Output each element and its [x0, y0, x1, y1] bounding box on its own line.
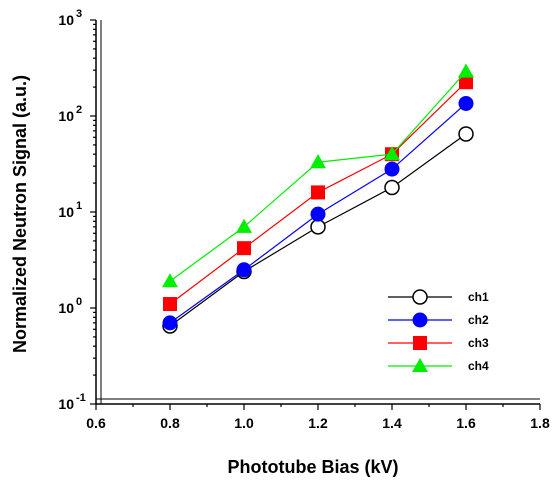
legend-label: ch4 [468, 359, 489, 373]
x-axis-title: Phototube Bias (kV) [227, 457, 398, 477]
data-point-ch2 [458, 95, 474, 111]
x-tick-label: 1.8 [530, 415, 550, 431]
data-point-ch2 [162, 315, 178, 331]
y-tick-exponent: -1 [76, 392, 86, 404]
y-tick-label: 10 [58, 300, 74, 316]
x-tick-label: 1.4 [382, 415, 402, 431]
x-tick-label: 0.8 [160, 415, 180, 431]
data-point-ch3 [311, 185, 325, 200]
x-tick-label: 1.6 [456, 415, 476, 431]
legend-item-ch4: ch4 [388, 357, 489, 373]
y-axis-title: Normalized Neutron Signal (a.u.) [10, 75, 30, 353]
y-tick-label: 10 [58, 12, 74, 28]
data-point-ch4 [162, 273, 178, 288]
legend-label: ch2 [468, 313, 489, 327]
legend-item-ch3: ch3 [388, 336, 489, 350]
legend-item-ch2: ch2 [388, 312, 489, 328]
x-tick-label: 1.0 [234, 415, 254, 431]
y-tick-exponent: 1 [76, 200, 82, 212]
data-point-ch4 [458, 63, 474, 78]
y-tick-exponent: 3 [76, 8, 82, 20]
legend-marker [413, 336, 427, 350]
series-line-ch4 [169, 71, 467, 282]
data-point-ch4 [310, 154, 326, 169]
series-ch4 [162, 63, 474, 288]
legend-label: ch1 [468, 290, 489, 304]
data-point-ch2 [384, 161, 400, 177]
y-tick-exponent: 2 [76, 104, 82, 116]
x-tick-label: 0.6 [86, 415, 106, 431]
series-layer [162, 63, 474, 334]
y-tick-label: 10 [58, 396, 74, 412]
data-point-ch1 [384, 179, 400, 196]
data-point-ch2 [236, 262, 252, 278]
data-point-ch2 [310, 206, 326, 222]
series-ch3 [163, 75, 473, 312]
data-point-ch4 [384, 146, 400, 161]
legend-marker [412, 357, 428, 373]
legend-item-ch1: ch1 [388, 289, 489, 305]
data-point-ch1 [310, 219, 326, 235]
y-tick-exponent: 0 [76, 296, 82, 308]
legend-marker [412, 312, 428, 328]
data-point-ch3 [163, 297, 177, 312]
x-tick-label: 1.2 [308, 415, 328, 431]
y-tick-label: 10 [58, 108, 74, 124]
legend-label: ch3 [468, 336, 489, 350]
data-point-ch4 [236, 218, 252, 233]
data-point-ch1 [458, 126, 474, 142]
series-ch2 [162, 95, 474, 331]
legend: ch1 ch2 ch3 ch4 [388, 289, 489, 373]
data-point-ch3 [459, 75, 473, 90]
legend-marker [412, 289, 428, 305]
data-point-ch3 [237, 241, 251, 256]
y-tick-label: 10 [58, 204, 74, 220]
